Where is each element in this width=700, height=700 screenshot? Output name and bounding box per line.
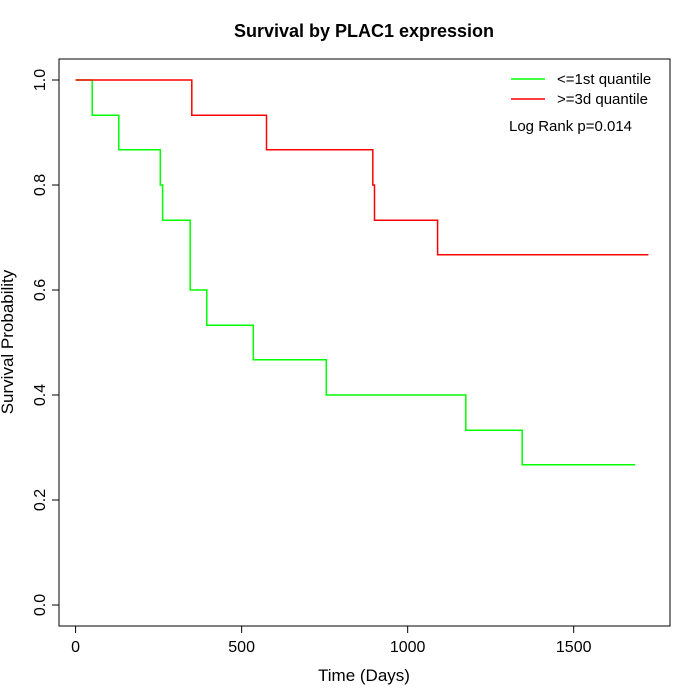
x-tick-label: 500 bbox=[228, 639, 255, 656]
x-axis-title: Time (Days) bbox=[318, 666, 410, 685]
y-tick-label: 0.0 bbox=[32, 594, 49, 616]
y-axis: 0.0 0.2 0.4 0.6 0.8 1.0 bbox=[32, 69, 60, 616]
survival-curve-series-2 bbox=[75, 79, 649, 256]
chart-title: Survival by PLAC1 expression bbox=[234, 21, 494, 41]
x-axis: 0 500 1000 1500 bbox=[71, 625, 592, 656]
x-tick-label: 1000 bbox=[390, 639, 426, 656]
plot-frame bbox=[58, 58, 671, 627]
y-axis-title: Survival Probability bbox=[0, 269, 17, 414]
y-tick-label: 1.0 bbox=[32, 69, 49, 91]
log-rank-annotation: Log Rank p=0.014 bbox=[509, 118, 632, 135]
y-tick-label: 0.8 bbox=[32, 174, 49, 196]
legend-label: >=3d quantile bbox=[557, 91, 648, 108]
y-tick-label: 0.2 bbox=[32, 489, 49, 511]
series-layer bbox=[75, 79, 649, 466]
y-tick-label: 0.6 bbox=[32, 279, 49, 301]
x-tick-label: 0 bbox=[71, 639, 80, 656]
legend-label: <=1st quantile bbox=[557, 71, 651, 88]
x-tick-label: 1500 bbox=[556, 639, 592, 656]
survival-curve-series-1 bbox=[75, 79, 636, 466]
y-tick-label: 0.4 bbox=[32, 384, 49, 406]
legend: <=1st quantile >=3d quantile bbox=[511, 71, 651, 108]
